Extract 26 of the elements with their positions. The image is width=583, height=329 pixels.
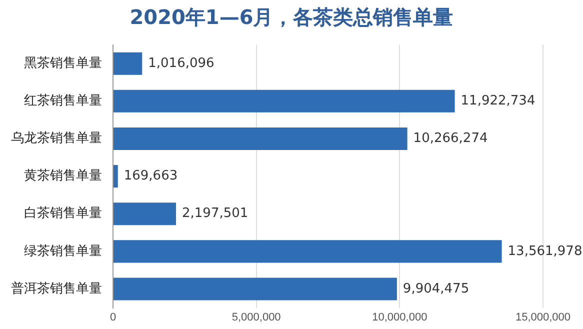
bar: [114, 52, 142, 75]
bar: [114, 278, 397, 300]
bar: [114, 90, 455, 112]
data-label: 13,561,978: [508, 244, 582, 259]
y-tick-label: 红茶销售单量: [24, 94, 102, 109]
y-tick-label: 普洱茶销售单量: [11, 280, 102, 296]
bar: [114, 240, 502, 263]
x-tick-label: 0: [110, 311, 116, 324]
data-label: 10,266,274: [413, 131, 488, 146]
data-label: 1,016,096: [148, 56, 214, 71]
y-tick-label: 黄茶销售单量: [24, 168, 102, 184]
data-label: 11,922,734: [460, 94, 536, 109]
x-tick-label: 10,000,000: [372, 311, 428, 324]
y-tick-label: 绿茶销售单量: [24, 244, 102, 259]
data-label: 169,663: [124, 168, 178, 184]
x-tick-label: 15,000,000: [515, 311, 571, 324]
x-tick-label: 5,000,000: [232, 311, 281, 324]
bar: [114, 127, 408, 150]
y-tick-label: 白茶销售单量: [24, 206, 102, 222]
data-label: 9,904,475: [402, 281, 470, 296]
chart-title: 2020年1—6月，各茶类总销售单量: [128, 4, 454, 31]
data-label: 2,197,501: [182, 206, 248, 222]
y-tick-label: 乌龙茶销售单量: [11, 131, 102, 146]
bar: [114, 202, 176, 226]
bar: [114, 165, 118, 188]
y-tick-label: 黑茶销售单量: [24, 56, 102, 71]
